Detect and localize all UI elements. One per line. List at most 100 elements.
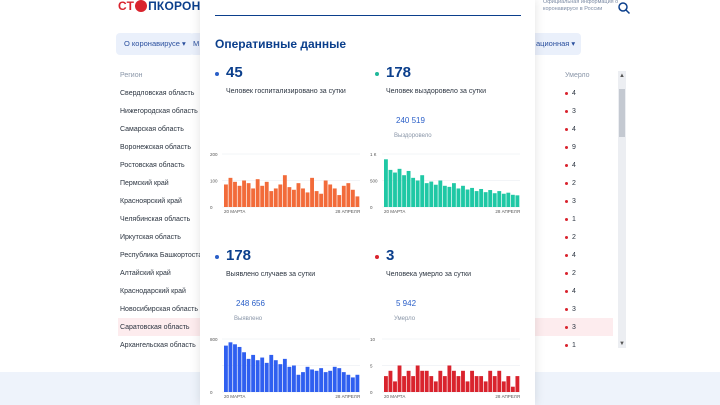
chart-bar[interactable] (452, 183, 456, 207)
chart-bar[interactable] (255, 360, 260, 392)
chart-bar[interactable] (337, 195, 342, 207)
chart-bar[interactable] (411, 376, 416, 392)
chart-bar[interactable] (251, 354, 256, 392)
chart-bar[interactable] (479, 376, 484, 392)
chart-bar[interactable] (282, 175, 287, 207)
chart-bar[interactable] (323, 180, 328, 208)
nav-about-covid[interactable]: О коронавирусе ▾ (116, 33, 194, 55)
chart-bar[interactable] (278, 184, 283, 207)
chart-bar[interactable] (470, 187, 474, 207)
chart-bar[interactable] (237, 185, 242, 207)
chart-bar[interactable] (237, 346, 242, 392)
chart-bar[interactable] (461, 370, 465, 392)
chart-bar[interactable] (483, 381, 488, 392)
chart-bar[interactable] (337, 368, 342, 392)
chart-bar[interactable] (233, 344, 237, 392)
chart-bar[interactable] (433, 184, 438, 207)
chart-bar[interactable] (429, 181, 434, 207)
scroll-down-icon[interactable]: ▼ (619, 341, 625, 347)
chart-bar[interactable] (287, 187, 292, 207)
chart-bar[interactable] (406, 170, 411, 207)
chart-bar[interactable] (310, 177, 314, 207)
chart-bar[interactable] (393, 381, 397, 392)
chart-bar[interactable] (350, 189, 355, 207)
chart-bar[interactable] (305, 192, 310, 207)
chart-bar[interactable] (479, 188, 484, 207)
chart-bar[interactable] (228, 342, 233, 392)
chart-bar[interactable] (264, 181, 269, 207)
chart-bar[interactable] (255, 179, 260, 207)
chart-bar[interactable] (341, 372, 346, 392)
chart-bar[interactable] (319, 193, 324, 207)
chart-bar[interactable] (242, 180, 246, 208)
chart-bar[interactable] (411, 177, 416, 207)
chart-bar[interactable] (429, 376, 434, 392)
chart-bar[interactable] (415, 365, 420, 393)
chart-bar[interactable] (483, 192, 488, 207)
chart-bar[interactable] (246, 183, 251, 207)
chart-bar[interactable] (402, 175, 406, 207)
chart-bar[interactable] (442, 376, 447, 392)
chart-bar[interactable] (388, 370, 393, 392)
chart-bar[interactable] (260, 357, 265, 392)
chart-bar[interactable] (224, 345, 228, 392)
chart-bar[interactable] (420, 370, 425, 392)
chart-bar[interactable] (488, 370, 493, 392)
chart-bar[interactable] (341, 185, 346, 207)
chart-bar[interactable] (384, 376, 388, 392)
chart-bar[interactable] (301, 188, 305, 207)
chart-bar[interactable] (346, 183, 351, 207)
chart-bar[interactable] (465, 381, 470, 392)
chart-bar[interactable] (492, 376, 497, 392)
chart-bar[interactable] (305, 366, 310, 392)
chart-bar[interactable] (492, 193, 497, 207)
chart-bar[interactable] (273, 360, 278, 392)
chart-bar[interactable] (488, 190, 493, 207)
chart-bar[interactable] (456, 188, 461, 207)
chart-bar[interactable] (406, 370, 411, 392)
chart-bar[interactable] (442, 185, 447, 207)
chart-bar[interactable] (497, 191, 502, 207)
chart-bar[interactable] (393, 172, 397, 207)
chart-bar[interactable] (296, 374, 301, 392)
chart-bar[interactable] (501, 381, 506, 392)
scroll-up-icon[interactable]: ▲ (619, 73, 625, 79)
chart-bar[interactable] (282, 358, 287, 392)
chart-bar[interactable] (501, 193, 506, 207)
chart-bar[interactable] (233, 181, 237, 207)
chart-bar[interactable] (301, 372, 305, 392)
chart-bar[interactable] (264, 362, 269, 392)
chart-bar[interactable] (415, 180, 420, 208)
chart-bar[interactable] (328, 370, 333, 392)
chart-bar[interactable] (433, 381, 438, 392)
chart-bar[interactable] (269, 354, 274, 392)
chart-bar[interactable] (346, 374, 351, 392)
chart-bar[interactable] (350, 377, 355, 392)
chart-bar[interactable] (224, 184, 228, 207)
chart-bar[interactable] (465, 189, 470, 207)
search-icon[interactable] (617, 1, 631, 15)
table-scrollbar[interactable]: ▲ ▼ (618, 71, 626, 348)
chart-bar[interactable] (515, 376, 520, 392)
chart-bar[interactable] (397, 168, 402, 207)
chart-bar[interactable] (287, 366, 292, 392)
chart-bar[interactable] (461, 185, 465, 207)
chart-bar[interactable] (438, 370, 443, 392)
chart-bar[interactable] (323, 372, 328, 392)
chart-bar[interactable] (296, 183, 301, 207)
chart-bar[interactable] (470, 370, 474, 392)
chart-bar[interactable] (292, 365, 296, 393)
chart-bar[interactable] (402, 376, 406, 392)
chart-bar[interactable] (515, 195, 520, 207)
chart-bar[interactable] (310, 369, 314, 392)
chart-bar[interactable] (420, 175, 425, 207)
chart-bar[interactable] (424, 183, 429, 207)
chart-bar[interactable] (273, 188, 278, 207)
chart-bar[interactable] (397, 365, 402, 393)
chart-bar[interactable] (506, 192, 511, 207)
chart-bar[interactable] (447, 365, 452, 393)
chart-bar[interactable] (269, 191, 274, 207)
chart-bar[interactable] (497, 370, 502, 392)
chart-bar[interactable] (328, 184, 333, 207)
chart-bar[interactable] (242, 352, 246, 392)
